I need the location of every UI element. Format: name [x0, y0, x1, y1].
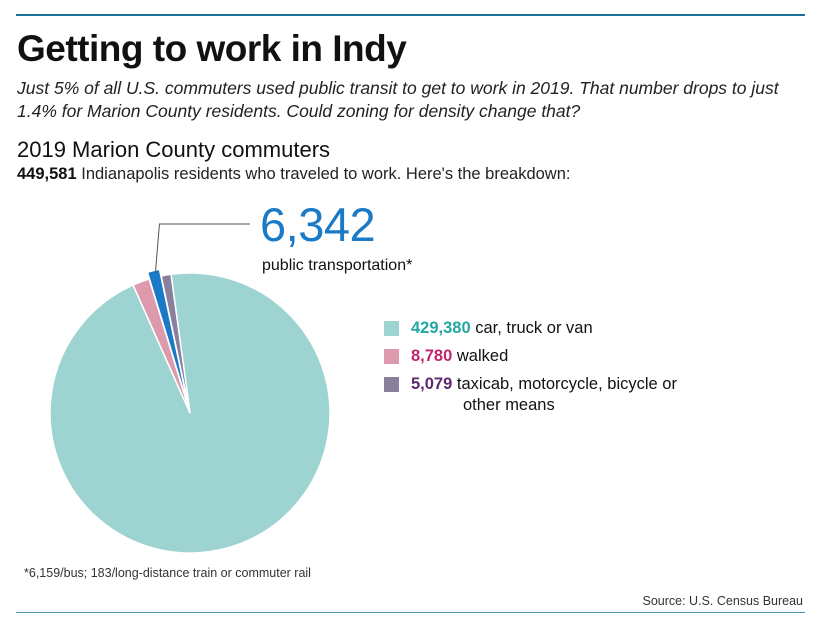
section-description: 449,581 Indianapolis residents who trave… [17, 165, 571, 184]
legend-label-other: taxicab, motorcycle, bicycle or [456, 375, 677, 393]
public-transit-callout-label: public transportation* [262, 257, 413, 274]
legend-item-car: 429,380 car, truck or van [384, 318, 784, 339]
legend-item-walked: 8,780 walked [384, 346, 784, 367]
legend-label-other-continued: other means [463, 396, 555, 414]
legend-value-walked: 8,780 [411, 347, 453, 365]
footnote: *6,159/bus; 183/long-distance train or c… [24, 566, 311, 580]
pie-slice-taxicab-motorcycle-bicycle-or-other-means [160, 273, 191, 414]
callout-leader-line [154, 223, 250, 273]
legend-swatch-car [384, 321, 399, 336]
bottom-rule [16, 612, 805, 613]
top-rule [16, 14, 805, 16]
legend-label-walked: walked [456, 347, 509, 365]
legend-swatch-other [384, 377, 399, 392]
legend-label-car: car, truck or van [475, 319, 593, 337]
legend-item-other: 5,079 taxicab, motorcycle, bicycle or ot… [384, 374, 784, 416]
total-commuters-text: Indianapolis residents who traveled to w… [76, 165, 571, 183]
legend-value-car: 429,380 [411, 319, 471, 337]
pie-slice-public-transportation [146, 268, 189, 407]
section-title: 2019 Marion County commuters [17, 137, 331, 162]
source-credit: Source: U.S. Census Bureau [642, 594, 804, 608]
chart-title: Getting to work in Indy [17, 28, 407, 69]
total-commuters-value: 449,581 [17, 165, 77, 183]
legend-value-other: 5,079 [411, 375, 453, 393]
chart-subtitle: Just 5% of all U.S. commuters used publi… [17, 78, 779, 121]
legend-swatch-walked [384, 349, 399, 364]
legend: 429,380 car, truck or van 8,780 walked 5… [384, 318, 784, 423]
public-transit-callout-value: 6,342 [260, 198, 376, 251]
